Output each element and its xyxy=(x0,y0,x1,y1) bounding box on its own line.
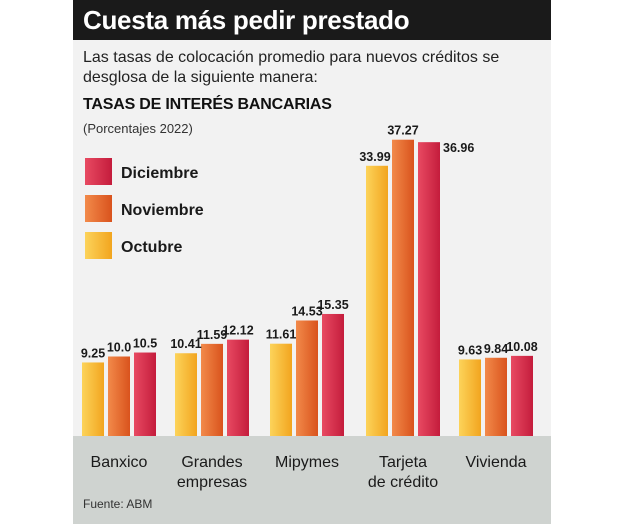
bar-octubre-3 xyxy=(366,165,388,437)
source-note: Fuente: ABM xyxy=(83,497,153,511)
bar-diciembre-2 xyxy=(322,313,344,436)
value-label: 14.53 xyxy=(291,304,322,318)
chart-title: TASAS DE INTERÉS BANCARIAS xyxy=(83,96,332,113)
legend-swatch-octubre xyxy=(85,232,112,259)
bar-noviembre-0 xyxy=(108,356,130,436)
value-label: 15.35 xyxy=(317,298,348,312)
value-label: 36.96 xyxy=(443,141,474,155)
category-labels: Banxico Grandes empresas Mipymes Tarjeta de c… xyxy=(91,454,527,491)
bar-diciembre-1 xyxy=(227,339,249,436)
chart-unit-label: (Porcentajes 2022) xyxy=(83,121,193,136)
value-label: 10.0 xyxy=(107,341,131,355)
value-label: 37.27 xyxy=(387,124,418,138)
category-label: Tarjeta xyxy=(379,454,427,471)
bar-octubre-0 xyxy=(82,362,104,436)
axis-band xyxy=(73,436,551,524)
category-label: de crédito xyxy=(368,474,438,491)
value-label: 33.99 xyxy=(359,150,390,164)
infographic-card: Cuesta más pedir prestado Las tasas de c… xyxy=(73,0,551,524)
page-subtitle: Las tasas de colocación promedio para nu… xyxy=(83,49,500,86)
bar-diciembre-3 xyxy=(418,142,440,436)
bar-noviembre-2 xyxy=(296,320,318,436)
title-bar: Cuesta más pedir prestado xyxy=(73,0,551,40)
value-label: 10.41 xyxy=(170,337,201,351)
value-label: 10.5 xyxy=(133,337,157,351)
value-label: 11.61 xyxy=(266,328,297,342)
bar-diciembre-4 xyxy=(511,355,533,436)
value-label: 9.25 xyxy=(81,346,105,360)
legend-label: Diciembre xyxy=(121,165,198,182)
category-label: Mipymes xyxy=(275,454,339,471)
bar-octubre-4 xyxy=(459,359,481,436)
legend: Diciembre Noviembre Octubre xyxy=(85,158,204,259)
bar-chart: Diciembre Noviembre Octubre 9.25 10.41 11.61… xyxy=(73,124,551,524)
legend-label: Noviembre xyxy=(121,202,204,219)
bar-noviembre-4 xyxy=(485,357,507,436)
legend-label: Octubre xyxy=(121,239,182,256)
value-label: 12.12 xyxy=(222,324,253,338)
bar-noviembre-3 xyxy=(392,139,414,437)
value-label: 9.63 xyxy=(458,343,482,357)
bars xyxy=(82,139,533,437)
value-label: 11.59 xyxy=(197,328,228,342)
category-label: Grandes xyxy=(181,454,242,471)
bar-octubre-2 xyxy=(270,343,292,436)
value-label: 10.08 xyxy=(506,340,537,354)
value-label: 9.84 xyxy=(484,342,508,356)
legend-swatch-diciembre xyxy=(85,158,112,185)
category-label: Vivienda xyxy=(465,454,526,471)
page-title: Cuesta más pedir prestado xyxy=(83,5,410,35)
bar-octubre-1 xyxy=(175,353,197,436)
bar-diciembre-0 xyxy=(134,352,156,436)
bar-noviembre-1 xyxy=(201,343,223,436)
legend-swatch-noviembre xyxy=(85,195,112,222)
category-label: empresas xyxy=(177,474,247,491)
value-labels: 9.25 10.41 11.61 33.99 9.63 10.0 11.59 14.53 37.… xyxy=(81,124,538,361)
category-label: Banxico xyxy=(91,454,148,471)
